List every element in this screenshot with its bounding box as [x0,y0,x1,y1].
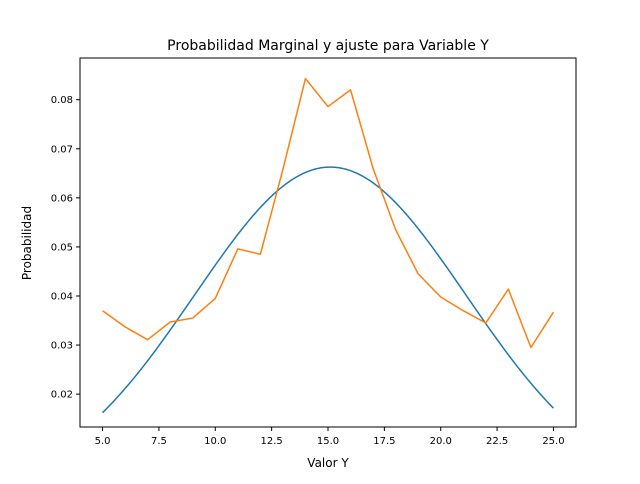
chart-title: Probabilidad Marginal y ajuste para Vari… [167,38,489,54]
plot-area-frame [79,57,577,428]
y-tick-label: 0.06 [51,193,73,204]
x-axis-label: Valor Y [307,456,349,470]
x-tick-label: 22.5 [486,436,508,447]
x-tick-label: 7.5 [151,436,167,447]
x-tick-label: 12.5 [261,436,283,447]
y-tick-label: 0.07 [51,144,73,155]
plot-lines [102,77,555,414]
x-tick-label: 15.0 [317,436,339,447]
x-tick-label: 5.0 [95,436,111,447]
series-line-1 [102,166,554,414]
x-tick-label: 17.5 [373,436,395,447]
x-tick-label: 10.0 [204,436,226,447]
y-tick-label: 0.03 [51,341,73,352]
x-axis-ticks: 5.0 7.5 10.0 12.5 15.0 17.5 20.0 22.5 25.0 [95,427,565,447]
y-axis-label: Probabilidad [20,206,34,280]
y-axis-ticks: 0.02 0.03 0.04 0.05 0.06 0.07 0.08 [51,95,80,401]
x-tick-label: 25.0 [542,436,564,447]
y-tick-label: 0.05 [51,242,73,253]
y-tick-label: 0.08 [51,95,73,106]
series-line-2 [102,77,555,349]
y-tick-label: 0.04 [51,291,73,302]
x-tick-label: 20.0 [430,436,452,447]
y-tick-label: 0.02 [51,390,73,401]
